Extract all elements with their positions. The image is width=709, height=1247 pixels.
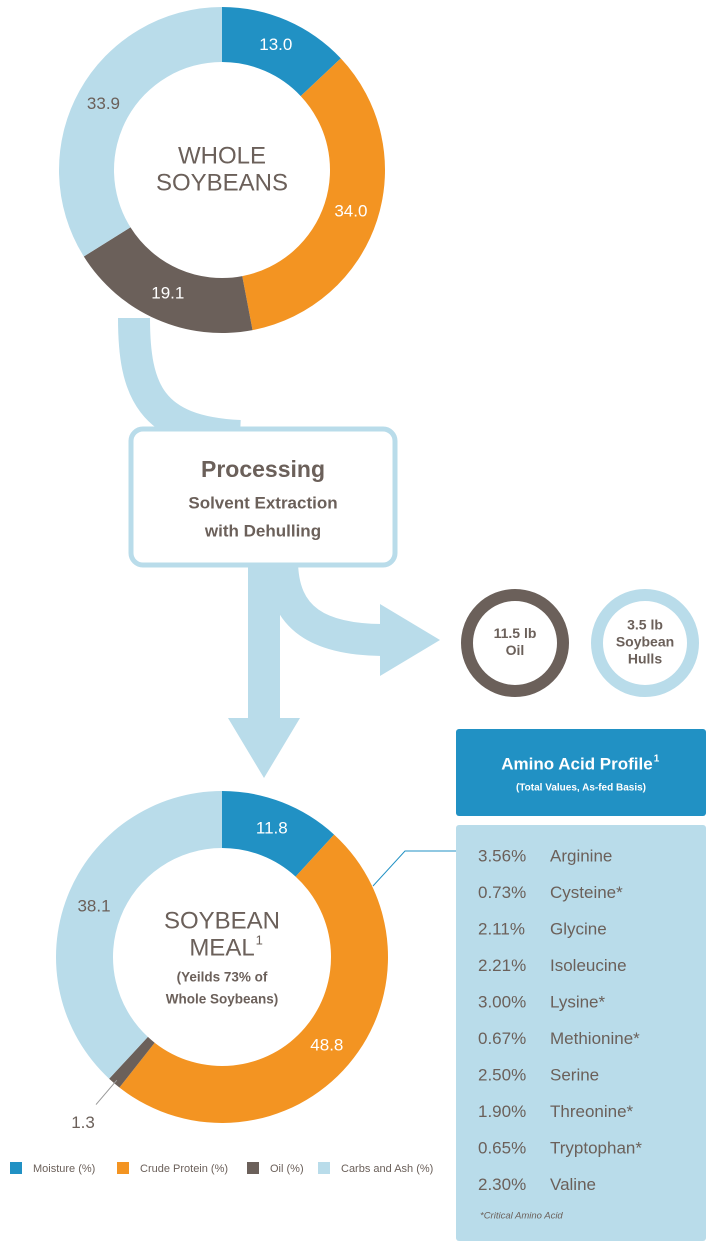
amino-value: 1.90% <box>478 1102 526 1121</box>
center-title: MEAL <box>189 934 254 961</box>
value-label: 48.8 <box>310 1035 343 1054</box>
leader-line <box>372 850 456 887</box>
legend-label: Oil (%) <box>270 1163 304 1175</box>
amino-value: 2.21% <box>478 956 526 975</box>
center-title: WHOLE <box>178 142 266 169</box>
amino-name: Arginine <box>550 846 612 865</box>
output-ring <box>461 589 569 697</box>
label-leader <box>95 1079 118 1105</box>
flow-right <box>266 559 386 656</box>
value-label: 11.8 <box>256 818 288 837</box>
legend-label: Crude Protein (%) <box>140 1163 228 1175</box>
amino-name: Glycine <box>550 919 607 938</box>
legend-swatch <box>247 1162 259 1174</box>
amino-name: Serine <box>550 1065 599 1084</box>
output-label: Soybean <box>616 634 674 650</box>
value-label: 38.1 <box>77 896 110 915</box>
superscript: 1 <box>654 754 660 765</box>
amino-value: 2.11% <box>478 919 525 938</box>
amino-name: Lysine* <box>550 992 606 1011</box>
processing-title: Processing <box>201 456 325 482</box>
output-label: 3.5 lb <box>627 617 663 633</box>
output-label: Hulls <box>628 651 662 667</box>
donut-slice <box>222 791 335 877</box>
center-subtitle: (Yeilds 73% of <box>177 970 268 985</box>
value-label: 19.1 <box>151 284 184 303</box>
amino-value: 2.50% <box>478 1065 526 1084</box>
amino-title: Amino Acid Profile <box>501 754 652 773</box>
output-ring <box>591 589 699 697</box>
superscript: 1 <box>256 933 263 948</box>
amino-name: Valine <box>550 1175 596 1194</box>
legend-swatch <box>10 1162 22 1174</box>
donut-slice <box>119 834 389 1124</box>
output-label: Oil <box>506 642 525 658</box>
legend-swatch <box>318 1162 330 1174</box>
amino-value: 3.56% <box>478 846 526 865</box>
amino-name: Methionine* <box>550 1029 640 1048</box>
processing-line: with Dehulling <box>204 521 321 540</box>
processing-box <box>128 426 398 568</box>
donut-slice <box>59 7 222 257</box>
legend-swatch <box>117 1162 129 1174</box>
flow-in <box>118 317 241 452</box>
value-label: 33.9 <box>87 94 120 113</box>
amino-name: Cysteine* <box>550 883 623 902</box>
donut-slice <box>83 227 253 334</box>
amino-value: 3.00% <box>478 992 526 1011</box>
amino-value: 0.73% <box>478 883 526 902</box>
arrow-head <box>228 718 300 778</box>
center-title: SOYBEAN <box>164 907 280 934</box>
amino-subtitle: (Total Values, As-fed Basis) <box>516 783 646 794</box>
amino-body <box>456 825 706 1241</box>
amino-value: 0.67% <box>478 1029 526 1048</box>
amino-name: Threonine* <box>550 1102 634 1121</box>
amino-header <box>456 729 706 816</box>
donut-slice <box>222 7 341 97</box>
output-label: 11.5 lb <box>494 625 537 641</box>
center-subtitle: Whole Soybeans) <box>166 992 279 1007</box>
donut-slice <box>242 58 385 331</box>
legend-label: Carbs and Ash (%) <box>341 1163 433 1175</box>
legend-label: Moisture (%) <box>33 1163 95 1175</box>
amino-name: Isoleucine <box>550 956 627 975</box>
amino-value: 2.30% <box>478 1175 526 1194</box>
donut-slice <box>56 791 222 1079</box>
processing-line: Solvent Extraction <box>188 493 337 512</box>
arrow-head <box>380 604 440 676</box>
donut-slice <box>109 1036 155 1088</box>
value-label: 34.0 <box>334 201 367 220</box>
amino-value: 0.65% <box>478 1138 526 1157</box>
value-label: 13.0 <box>259 35 292 54</box>
amino-footnote: *Critical Amino Acid <box>480 1211 563 1222</box>
center-title: SOYBEANS <box>156 169 288 196</box>
value-label: 1.3 <box>71 1113 95 1132</box>
amino-name: Tryptophan* <box>550 1138 642 1157</box>
